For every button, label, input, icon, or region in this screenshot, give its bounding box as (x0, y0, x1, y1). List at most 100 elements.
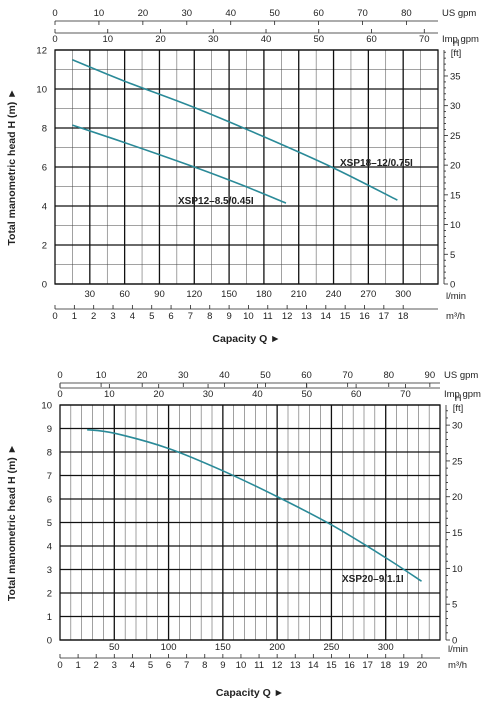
lmin-tick-label: 150 (221, 289, 237, 300)
ft-unit-ft: [ft] (453, 403, 464, 414)
impgpm-tick-label: 40 (261, 34, 272, 45)
lmin-tick-label: 180 (256, 289, 272, 300)
m3h-tick-label: 2 (91, 311, 96, 322)
m3h-tick-label: 1 (75, 660, 80, 671)
impgpm-tick-label: 30 (203, 389, 214, 400)
impgpm-unit: Imp gpm (444, 389, 481, 400)
y-tick-label: 5 (47, 518, 52, 529)
m3h-tick-label: 8 (202, 660, 207, 671)
usgpm-tick-label: 20 (137, 370, 148, 381)
y-tick-label: 0 (47, 636, 52, 647)
ft-tick-label: 10 (450, 220, 461, 231)
y-tick-label: 12 (36, 46, 47, 57)
usgpm-unit: US gpm (444, 370, 478, 381)
ft-tick-label: 25 (450, 131, 461, 142)
y-tick-label: 4 (42, 202, 47, 213)
usgpm-tick-label: 30 (178, 370, 189, 381)
x-axis-title: Capacity Q ► (216, 687, 284, 699)
m3h-tick-label: 20 (417, 660, 428, 671)
m3h-tick-label: 16 (344, 660, 355, 671)
pump-curve-1-0 (87, 428, 422, 582)
usgpm-tick-label: 10 (96, 370, 107, 381)
m3h-tick-label: 16 (359, 311, 370, 322)
usgpm-tick-label: 70 (342, 370, 353, 381)
m3h-tick-label: 4 (130, 311, 135, 322)
m3h-tick-label: 10 (236, 660, 247, 671)
m3h-tick-label: 11 (263, 311, 273, 322)
x-axis-title: Capacity Q ► (212, 333, 280, 345)
y-axis-title: Total manometric head H (m) ► (6, 88, 18, 245)
m3h-tick-label: 15 (340, 311, 351, 322)
usgpm-tick-label: 10 (94, 8, 105, 19)
y-tick-label: 8 (47, 448, 52, 459)
m3h-tick-label: 11 (254, 660, 264, 671)
impgpm-tick-label: 0 (57, 389, 62, 400)
y-tick-label: 8 (42, 124, 47, 135)
ft-tick-label: 30 (452, 421, 463, 432)
m3h-tick-label: 1 (72, 311, 77, 322)
ft-tick-label: 30 (450, 101, 461, 112)
m3h-tick-label: 6 (166, 660, 171, 671)
m3h-tick-label: 12 (272, 660, 283, 671)
usgpm-tick-label: 60 (313, 8, 324, 19)
lmin-tick-label: 200 (269, 642, 285, 653)
ft-unit-h: H (455, 393, 462, 404)
ft-tick-label: 35 (450, 71, 461, 82)
m3h-tick-label: 18 (398, 311, 409, 322)
impgpm-tick-label: 10 (102, 34, 113, 45)
ft-tick-label: 0 (450, 280, 455, 291)
lmin-tick-label: 210 (291, 289, 307, 300)
m3h-tick-label: 7 (188, 311, 193, 322)
y-tick-label: 2 (47, 589, 52, 600)
curve-label-0-1: XSP12–8.5/0.45I (178, 196, 254, 207)
impgpm-tick-label: 50 (313, 34, 324, 45)
m3h-tick-label: 8 (207, 311, 212, 322)
pump-curve-0-0 (72, 59, 398, 201)
plot-frame (59, 404, 441, 641)
y-tick-label: 6 (42, 163, 47, 174)
impgpm-tick-label: 0 (52, 34, 57, 45)
lmin-tick-label: 100 (161, 642, 177, 653)
m3h-tick-label: 12 (282, 311, 293, 322)
usgpm-tick-label: 60 (301, 370, 312, 381)
lmin-tick-label: 270 (360, 289, 376, 300)
lmin-unit: l/min (448, 644, 468, 655)
usgpm-tick-label: 0 (57, 370, 62, 381)
m3h-tick-label: 0 (57, 660, 62, 671)
impgpm-tick-label: 70 (419, 34, 430, 45)
m3h-tick-label: 14 (321, 311, 332, 322)
y-tick-label: 9 (47, 424, 52, 435)
m3h-tick-label: 13 (301, 311, 312, 322)
usgpm-tick-label: 0 (52, 8, 57, 19)
m3h-tick-label: 15 (326, 660, 337, 671)
usgpm-tick-label: 30 (181, 8, 192, 19)
lmin-tick-label: 90 (154, 289, 165, 300)
m3h-tick-label: 10 (243, 311, 254, 322)
m3h-tick-label: 17 (379, 311, 390, 322)
ft-tick-label: 25 (452, 456, 463, 467)
y-tick-label: 4 (47, 542, 52, 553)
y-tick-label: 2 (42, 241, 47, 252)
m3h-tick-label: 5 (148, 660, 153, 671)
curve-label-1-0: XSP20–9/1.1I (342, 574, 404, 585)
impgpm-tick-label: 60 (366, 34, 377, 45)
lmin-tick-label: 120 (186, 289, 202, 300)
ft-tick-label: 20 (450, 161, 461, 172)
m3h-tick-label: 3 (112, 660, 117, 671)
impgpm-tick-label: 60 (351, 389, 362, 400)
lmin-tick-label: 300 (395, 289, 411, 300)
impgpm-tick-label: 50 (301, 389, 312, 400)
lmin-tick-label: 150 (215, 642, 231, 653)
y-axis-title: Total manometric head H (m) ► (6, 444, 18, 601)
m3h-tick-label: 0 (52, 311, 57, 322)
usgpm-tick-label: 20 (138, 8, 149, 19)
m3h-tick-label: 19 (399, 660, 410, 671)
impgpm-tick-label: 20 (155, 34, 166, 45)
y-tick-label: 3 (47, 565, 52, 576)
lmin-tick-label: 50 (109, 642, 120, 653)
m3h-tick-label: 7 (184, 660, 189, 671)
m3h-tick-label: 13 (290, 660, 301, 671)
plot-frame (54, 49, 439, 285)
